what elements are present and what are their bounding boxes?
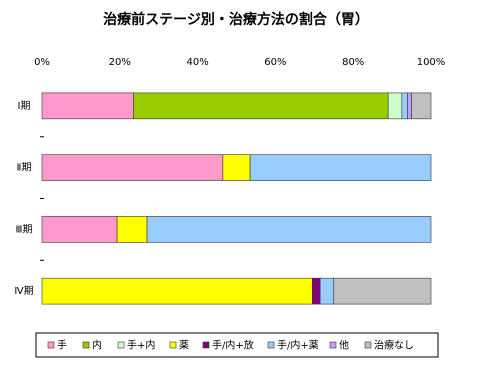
x-tick-label: 60% — [264, 57, 286, 68]
legend-swatch — [82, 341, 90, 349]
bar-segment — [312, 277, 321, 305]
bar-segment — [41, 154, 224, 181]
x-tick-label: 40% — [186, 57, 208, 68]
legend-label: 薬 — [179, 340, 189, 352]
legend-swatch — [329, 341, 337, 349]
y-tick-label: Ⅲ期 — [16, 223, 33, 235]
legend-swatch — [202, 341, 210, 349]
bar-segment — [133, 92, 389, 120]
bar-segment — [146, 216, 432, 243]
legend-label: 手/内+放 — [212, 339, 254, 352]
bar-segment — [333, 277, 432, 305]
y-tick-label: Ⅱ期 — [17, 162, 32, 174]
legend-swatch — [364, 341, 372, 349]
x-tick-label: 100% — [417, 57, 446, 68]
bar-segment — [41, 216, 118, 243]
bar-segment — [401, 92, 408, 120]
x-tick-label: 0% — [34, 57, 50, 68]
x-tick-label: 20% — [109, 57, 131, 68]
legend-label: 他 — [339, 339, 349, 352]
legend-box — [35, 332, 439, 358]
x-tick-label: 80% — [342, 57, 364, 68]
bar-segment — [222, 154, 251, 181]
legend-label: 治療なし — [374, 339, 414, 352]
bar-segment — [407, 92, 412, 120]
legend-swatch — [169, 341, 177, 349]
bar-segment — [249, 154, 432, 181]
legend-swatch — [267, 341, 275, 349]
bar-segment — [41, 92, 134, 120]
bar-segment — [319, 277, 335, 305]
bar-segment — [387, 92, 403, 120]
chart-title: 治療前ステージ別・治療方法の割合（胃） — [103, 11, 369, 28]
legend-label: 手/内+薬 — [277, 339, 319, 352]
bar-segment — [411, 92, 432, 120]
y-tick-label: Ⅳ期 — [14, 285, 33, 297]
legend-swatch — [117, 341, 125, 349]
legend-label: 手 — [57, 339, 67, 352]
bar-segment — [41, 277, 313, 305]
legend-label: 内 — [92, 339, 102, 352]
legend-swatch — [47, 341, 55, 349]
legend-label: 手+内 — [127, 339, 155, 352]
y-tick-label: Ⅰ期 — [18, 100, 31, 112]
bar-segment — [116, 216, 148, 243]
